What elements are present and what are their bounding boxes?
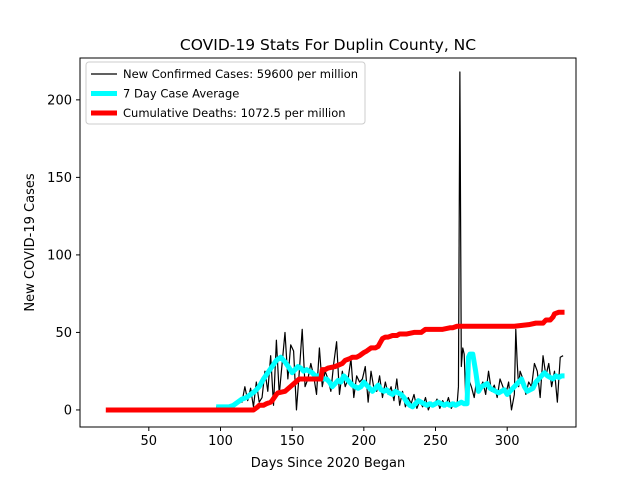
chart-title: COVID-19 Stats For Duplin County, NC <box>180 36 476 54</box>
y-tick-label: 100 <box>47 248 72 263</box>
x-axis-label: Days Since 2020 Began <box>251 456 406 471</box>
x-tick-label: 250 <box>423 434 448 449</box>
x-axis: 50 100 150 200 250 300 <box>141 427 520 449</box>
y-axis-label: New COVID-19 Cases <box>23 173 38 311</box>
series-line-3 <box>105 309 565 413</box>
plot-area <box>105 71 565 413</box>
x-tick-label: 100 <box>208 434 233 449</box>
legend-label: Cumulative Deaths: 1072.5 per million <box>123 106 346 120</box>
series-line-2 <box>216 351 565 410</box>
x-tick-label: 200 <box>351 434 376 449</box>
y-tick-label: 0 <box>64 403 72 418</box>
y-axis: 0 50 100 150 200 <box>47 93 80 418</box>
y-tick-label: 150 <box>47 171 72 186</box>
legend-box <box>85 61 366 125</box>
y-tick-label: 200 <box>47 93 72 108</box>
legend: New Confirmed Cases: 59600 per million 7 … <box>85 61 366 125</box>
x-tick-label: 300 <box>495 434 520 449</box>
series-line-1 <box>216 71 564 411</box>
plot-frame <box>79 57 577 428</box>
x-tick-label: 150 <box>280 434 305 449</box>
legend-label: 7 Day Case Average <box>123 87 239 101</box>
y-tick-label: 50 <box>55 326 72 341</box>
x-tick-label: 50 <box>141 434 158 449</box>
legend-label: New Confirmed Cases: 59600 per million <box>123 67 358 81</box>
